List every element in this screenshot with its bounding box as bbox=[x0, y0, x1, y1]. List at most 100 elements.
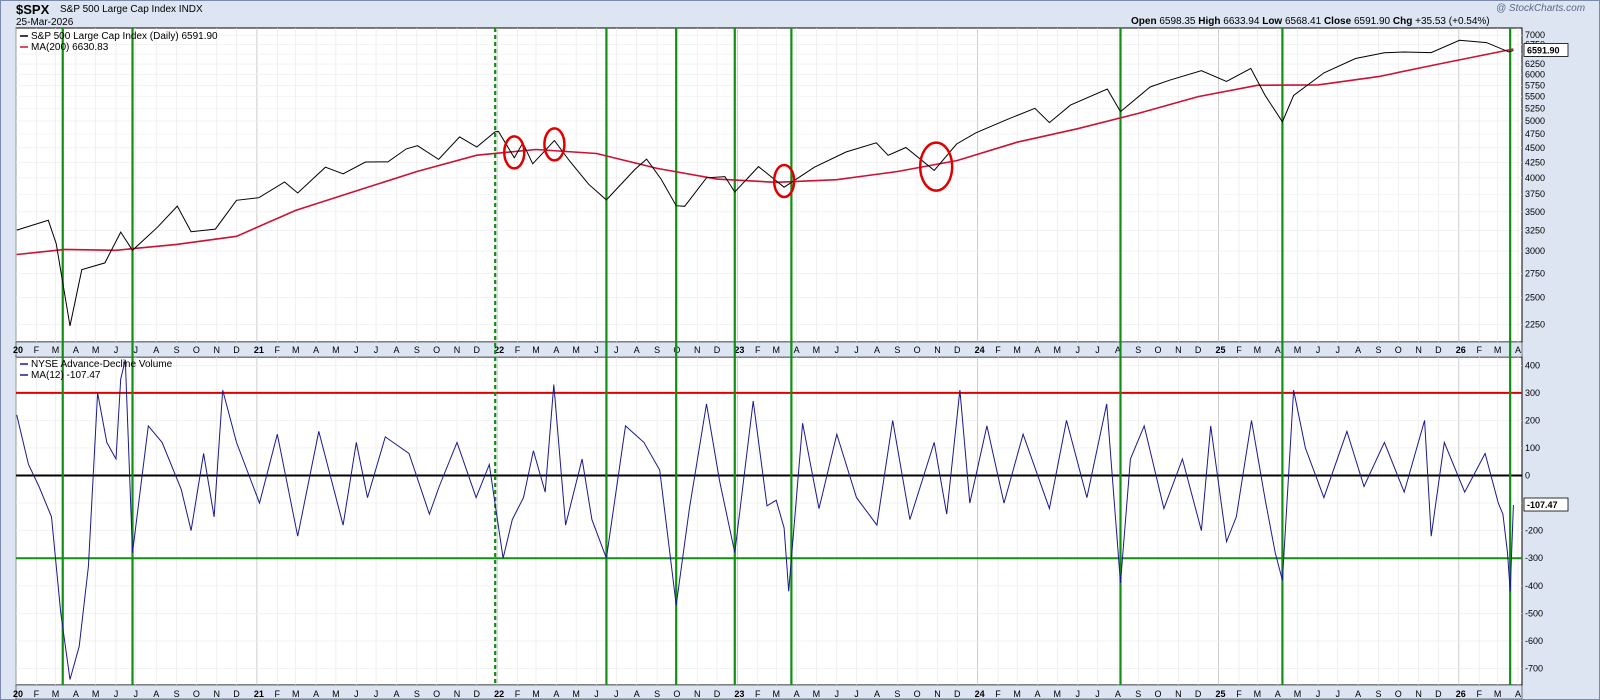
x-tick-year: 24 bbox=[975, 689, 985, 699]
x-tick-month: J bbox=[114, 345, 119, 355]
x-tick-month: A bbox=[1115, 689, 1121, 699]
x-tick-month: F bbox=[34, 689, 40, 699]
x-tick-month: A bbox=[1515, 345, 1521, 355]
x-tick-month: M bbox=[1294, 689, 1302, 699]
x-tick-month: A bbox=[634, 345, 640, 355]
x-tick-month: N bbox=[934, 345, 941, 355]
x-tick-month: A bbox=[1035, 345, 1041, 355]
x-tick-month: J bbox=[1075, 345, 1080, 355]
price-panel bbox=[15, 27, 1523, 343]
y-tick-label: 4250 bbox=[1525, 157, 1545, 167]
x-tick-month: D bbox=[233, 689, 240, 699]
adv-ma-legend: MA(12) -107.47 bbox=[31, 370, 101, 381]
x-tick-month: J bbox=[594, 689, 599, 699]
x-tick-month: J bbox=[374, 689, 379, 699]
high-value: 6633.94 bbox=[1223, 16, 1260, 27]
x-tick-month: J bbox=[1316, 689, 1321, 699]
x-tick-month: A bbox=[874, 345, 880, 355]
y-tick-label: -300 bbox=[1525, 553, 1543, 563]
x-tick-month: O bbox=[1395, 345, 1402, 355]
price-legend: S&P 500 Large Cap Index (Daily) 6591.90 bbox=[31, 31, 218, 42]
x-tick-month: S bbox=[1135, 689, 1141, 699]
open-label: Open bbox=[1131, 16, 1157, 27]
x-tick-month: A bbox=[1275, 689, 1281, 699]
y-tick-label: -400 bbox=[1525, 581, 1543, 591]
x-tick-month: M bbox=[1494, 689, 1502, 699]
x-tick-year: 22 bbox=[494, 689, 504, 699]
x-tick-month: M bbox=[1054, 689, 1062, 699]
x-tick-month: F bbox=[275, 345, 281, 355]
x-tick-month: F bbox=[515, 345, 521, 355]
x-tick-month: F bbox=[515, 689, 521, 699]
y-tick-label: 200 bbox=[1525, 415, 1540, 425]
x-tick-year: 22 bbox=[494, 345, 504, 355]
x-tick-month: J bbox=[854, 345, 859, 355]
close-label: Close bbox=[1323, 16, 1352, 27]
x-tick-month: D bbox=[714, 689, 721, 699]
y-tick-label: 4000 bbox=[1525, 173, 1545, 183]
price-line bbox=[16, 39, 1514, 327]
y-tick-label: 300 bbox=[1525, 388, 1540, 398]
x-tick-month: A bbox=[1275, 345, 1281, 355]
y-tick-label: 2250 bbox=[1525, 319, 1545, 329]
x-tick-month: M bbox=[772, 689, 780, 699]
x-tick-month: F bbox=[995, 689, 1001, 699]
x-tick-month: M bbox=[813, 689, 821, 699]
x-tick-month: J bbox=[354, 689, 359, 699]
x-tick-month: D bbox=[1435, 689, 1442, 699]
brand-label: @ StockCharts.com bbox=[1496, 3, 1586, 14]
x-tick-year: 24 bbox=[975, 345, 985, 355]
y-tick-label: 2500 bbox=[1525, 293, 1545, 303]
x-tick-month: O bbox=[1154, 345, 1161, 355]
y-tick-label: 5500 bbox=[1525, 92, 1545, 102]
x-tick-month: J bbox=[835, 689, 840, 699]
x-tick-month: O bbox=[193, 689, 200, 699]
x-tick-month: M bbox=[572, 345, 580, 355]
x-tick-month: F bbox=[275, 689, 281, 699]
x-tick-month: M bbox=[292, 345, 300, 355]
x-tick-month: J bbox=[594, 345, 599, 355]
y-tick-label: 6000 bbox=[1525, 69, 1545, 79]
x-tick-month: M bbox=[292, 689, 300, 699]
symbol-name: S&P 500 Large Cap Index INDX bbox=[60, 4, 203, 15]
x-tick-month: J bbox=[374, 345, 379, 355]
x-tick-month: A bbox=[393, 689, 399, 699]
last-value-box bbox=[1523, 43, 1569, 57]
x-tick-month: M bbox=[332, 689, 340, 699]
x-tick-month: N bbox=[934, 689, 941, 699]
x-tick-month: M bbox=[532, 689, 540, 699]
x-tick-month: S bbox=[414, 689, 420, 699]
x-tick-month: M bbox=[92, 345, 100, 355]
x-tick-month: F bbox=[1476, 345, 1482, 355]
x-tick-month: M bbox=[1013, 345, 1021, 355]
y-tick-label: 400 bbox=[1525, 360, 1540, 370]
x-tick-month: O bbox=[433, 689, 440, 699]
x-tick-month: M bbox=[772, 345, 780, 355]
annotation-circle bbox=[503, 135, 526, 170]
x-tick-month: J bbox=[134, 345, 139, 355]
x-tick-month: A bbox=[1035, 689, 1041, 699]
x-tick-year: 21 bbox=[254, 345, 264, 355]
y-tick-label: -200 bbox=[1525, 526, 1543, 536]
x-tick-month: S bbox=[654, 345, 660, 355]
y-tick-label: 0 bbox=[1525, 471, 1530, 481]
adv-decline-line bbox=[16, 359, 1514, 680]
x-tick-month: O bbox=[914, 689, 921, 699]
x-tick-month: O bbox=[1154, 689, 1161, 699]
x-tick-month: M bbox=[1254, 345, 1262, 355]
x-tick-month: M bbox=[92, 689, 100, 699]
x-tick-month: S bbox=[1376, 689, 1382, 699]
x-tick-month: J bbox=[1075, 689, 1080, 699]
x-tick-year: 25 bbox=[1216, 689, 1226, 699]
x-tick-month: D bbox=[954, 345, 961, 355]
x-tick-month: N bbox=[454, 345, 461, 355]
x-tick-month: J bbox=[1095, 345, 1100, 355]
x-tick-month: J bbox=[354, 345, 359, 355]
breadth-panel bbox=[15, 356, 1523, 686]
x-tick-month: A bbox=[553, 345, 559, 355]
x-tick-month: S bbox=[894, 689, 900, 699]
x-tick-month: S bbox=[174, 345, 180, 355]
x-tick-month: F bbox=[995, 345, 1001, 355]
annotation-circle bbox=[543, 127, 566, 162]
